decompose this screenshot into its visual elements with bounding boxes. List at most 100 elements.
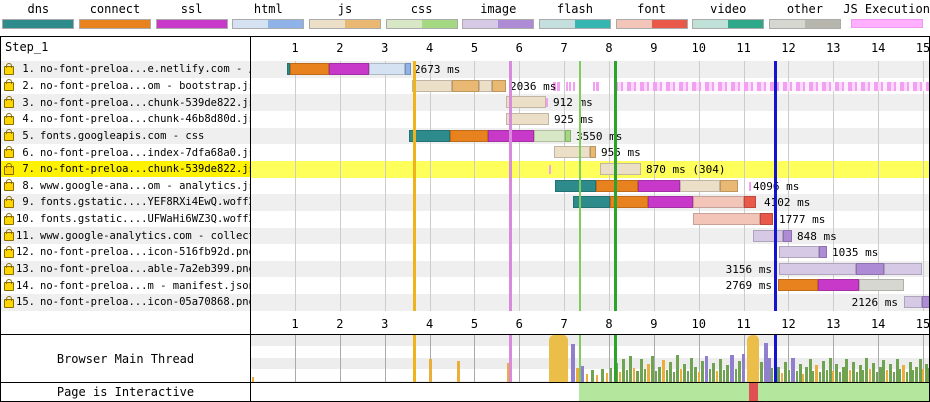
row-stripe xyxy=(251,61,929,78)
cpu-activity-spike xyxy=(889,364,892,382)
request-waterfall-row-10[interactable]: 1777 ms xyxy=(251,211,929,228)
request-row-label-11[interactable]: 11. www.google-analytics.com - collect xyxy=(1,227,250,245)
axis-tick-3: 3 xyxy=(381,317,389,331)
gridline xyxy=(653,335,655,382)
request-bar-segment-ssl[interactable] xyxy=(329,63,369,75)
request-waterfall-row-2[interactable]: 2036 ms xyxy=(251,78,929,95)
legend-label: css xyxy=(410,2,433,16)
request-waterfall-row-12[interactable]: 1035 ms xyxy=(251,244,929,261)
cpu-activity-spike xyxy=(658,366,661,382)
request-bar-segment-img_l[interactable] xyxy=(884,262,922,275)
request-bar-segment-js_d[interactable] xyxy=(492,79,506,92)
request-bar-segment-font_d[interactable] xyxy=(744,196,756,209)
request-number: 9. xyxy=(22,196,35,209)
gridline xyxy=(429,61,431,311)
request-number: 4. xyxy=(22,113,35,126)
request-bar-segment-img_d[interactable] xyxy=(922,296,929,309)
request-waterfall-row-15[interactable]: 2126 ms xyxy=(251,294,929,311)
request-waterfall-row-1[interactable]: 2673 ms xyxy=(251,61,929,78)
request-row-label-4[interactable]: 4. no-font-preloa...chunk-46b8d80d.js xyxy=(1,110,250,128)
request-bar-segment-js_l[interactable] xyxy=(506,112,549,125)
request-chart-column: 2673 ms 2036 ms 912 ms 925 ms 3550 ms 955 ms 8… xyxy=(251,61,929,311)
cpu-activity-spike xyxy=(457,360,460,382)
request-row-label-3[interactable]: 3. no-font-preloa...chunk-539de822.js xyxy=(1,94,250,111)
cpu-activity-spike xyxy=(629,356,632,382)
request-row-label-5[interactable]: 5. fonts.googleapis.com - css xyxy=(1,127,250,145)
request-bar-segment-js_d[interactable] xyxy=(720,179,738,192)
cpu-activity-spike xyxy=(893,371,895,382)
request-waterfall-row-14[interactable]: 2769 ms xyxy=(251,277,929,294)
request-bar-segment-font_l[interactable] xyxy=(693,212,760,225)
request-bar-segment-js_d[interactable] xyxy=(590,146,596,159)
request-waterfall-row-8[interactable]: 4096 ms xyxy=(251,178,929,195)
request-bar-segment-dns[interactable] xyxy=(409,129,450,142)
request-bar-segment-js_l[interactable] xyxy=(412,79,452,92)
cpu-activity-spike xyxy=(687,370,689,382)
request-bar-segment-img_d[interactable] xyxy=(856,262,884,275)
cpu-activity-spike xyxy=(622,359,625,382)
request-bar-segment-img_l[interactable] xyxy=(904,296,922,309)
request-bar-segment-connect[interactable] xyxy=(290,63,329,75)
duration-label: 3550 ms xyxy=(576,129,623,143)
request-bar-segment-img_l[interactable] xyxy=(779,262,856,275)
request-bar-segment-js_l[interactable] xyxy=(554,146,590,159)
request-row-label-14[interactable]: 14. no-font-preloa...m - manifest.json xyxy=(1,277,250,294)
cpu-activity-spike xyxy=(669,362,672,382)
request-waterfall-row-4[interactable]: 925 ms xyxy=(251,111,929,128)
document-complete-line xyxy=(774,335,777,382)
cpu-activity-spike xyxy=(852,362,855,382)
request-bar-segment-font_l[interactable] xyxy=(693,196,744,209)
request-bar-segment-js_l[interactable] xyxy=(506,96,546,109)
request-bar-segment-ssl[interactable] xyxy=(638,179,680,192)
cpu-activity-spike xyxy=(922,369,924,382)
request-bar-segment-css_l[interactable] xyxy=(534,129,565,142)
request-row-label-6[interactable]: 6. no-font-preloa...index-7dfa68a0.js xyxy=(1,144,250,161)
request-bar-segment-html_l[interactable] xyxy=(369,63,405,75)
request-bar-segment-dns[interactable] xyxy=(555,179,596,192)
request-waterfall-row-11[interactable]: 848 ms xyxy=(251,228,929,245)
axis-tick-6: 6 xyxy=(515,41,523,55)
request-row-label-1[interactable]: 1. no-font-preloa...e.netlify.com - / xyxy=(1,61,250,78)
request-bar-segment-css_d[interactable] xyxy=(565,129,571,142)
request-bar-segment-connect[interactable] xyxy=(778,279,818,292)
request-bar-segment-js_l[interactable] xyxy=(680,179,720,192)
request-bar-segment-img_d[interactable] xyxy=(819,246,827,259)
request-bar-segment-dns[interactable] xyxy=(573,196,610,209)
request-waterfall-row-13[interactable]: 3156 ms xyxy=(251,261,929,278)
request-bar-segment-connect[interactable] xyxy=(450,129,488,142)
request-bar-segment-html_d[interactable] xyxy=(405,63,411,75)
request-bar-segment-img_d[interactable] xyxy=(783,229,792,242)
request-bar-segment-img_l[interactable] xyxy=(753,229,783,242)
request-row-label-9[interactable]: 9. fonts.gstatic....YEF8RXi4EwQ.woff2 xyxy=(1,194,250,211)
request-row-label-8[interactable]: 8. www.google-ana...om - analytics.js xyxy=(1,177,250,195)
request-row-label-2[interactable]: 2. no-font-preloa...om - bootstrap.js xyxy=(1,77,250,95)
cpu-activity-spike xyxy=(899,369,901,382)
request-bar-segment-other_l[interactable] xyxy=(859,279,904,292)
cpu-activity-spike xyxy=(586,373,588,382)
legend-item-flash: flash xyxy=(537,1,614,29)
request-bar-segment-connect[interactable] xyxy=(596,179,638,192)
legend-item-connect: connect xyxy=(77,1,154,29)
request-row-label-10[interactable]: 10. fonts.gstatic....UFWaHi6WZ3Q.woff2 xyxy=(1,210,250,228)
request-waterfall-row-9[interactable]: 4102 ms xyxy=(251,194,929,211)
request-bar-segment-font_d[interactable] xyxy=(760,212,773,225)
legend-label: connect xyxy=(89,2,141,16)
request-bar-segment-dns[interactable] xyxy=(287,63,290,75)
request-bar-segment-img_l[interactable] xyxy=(779,246,819,259)
request-bar-segment-js_d[interactable] xyxy=(452,79,479,92)
request-row-label-12[interactable]: 12. no-font-preloa...icon-516fb92d.png xyxy=(1,244,250,261)
request-bar-segment-js_l[interactable] xyxy=(600,162,641,175)
cpu-activity-spike xyxy=(676,354,679,382)
request-bar-segment-connect[interactable] xyxy=(610,196,648,209)
request-waterfall-row-6[interactable]: 955 ms xyxy=(251,144,929,161)
request-bar-segment-js_l[interactable] xyxy=(479,79,492,92)
request-row-label-13[interactable]: 13. no-font-preloa...able-7a2eb399.png xyxy=(1,260,250,278)
request-row-label-15[interactable]: 15. no-font-preloa...icon-05a70868.png xyxy=(1,293,250,311)
request-row-label-7[interactable]: 7. no-font-preloa...chunk-539de822.js xyxy=(1,160,250,178)
request-bar-segment-ssl[interactable] xyxy=(818,279,859,292)
request-waterfall-row-5[interactable]: 3550 ms xyxy=(251,128,929,145)
request-bar-segment-ssl[interactable] xyxy=(648,196,693,209)
gridline xyxy=(788,335,790,382)
request-waterfall-row-7[interactable]: 870 ms (304) xyxy=(251,161,929,178)
request-waterfall-row-3[interactable]: 912 ms xyxy=(251,94,929,111)
